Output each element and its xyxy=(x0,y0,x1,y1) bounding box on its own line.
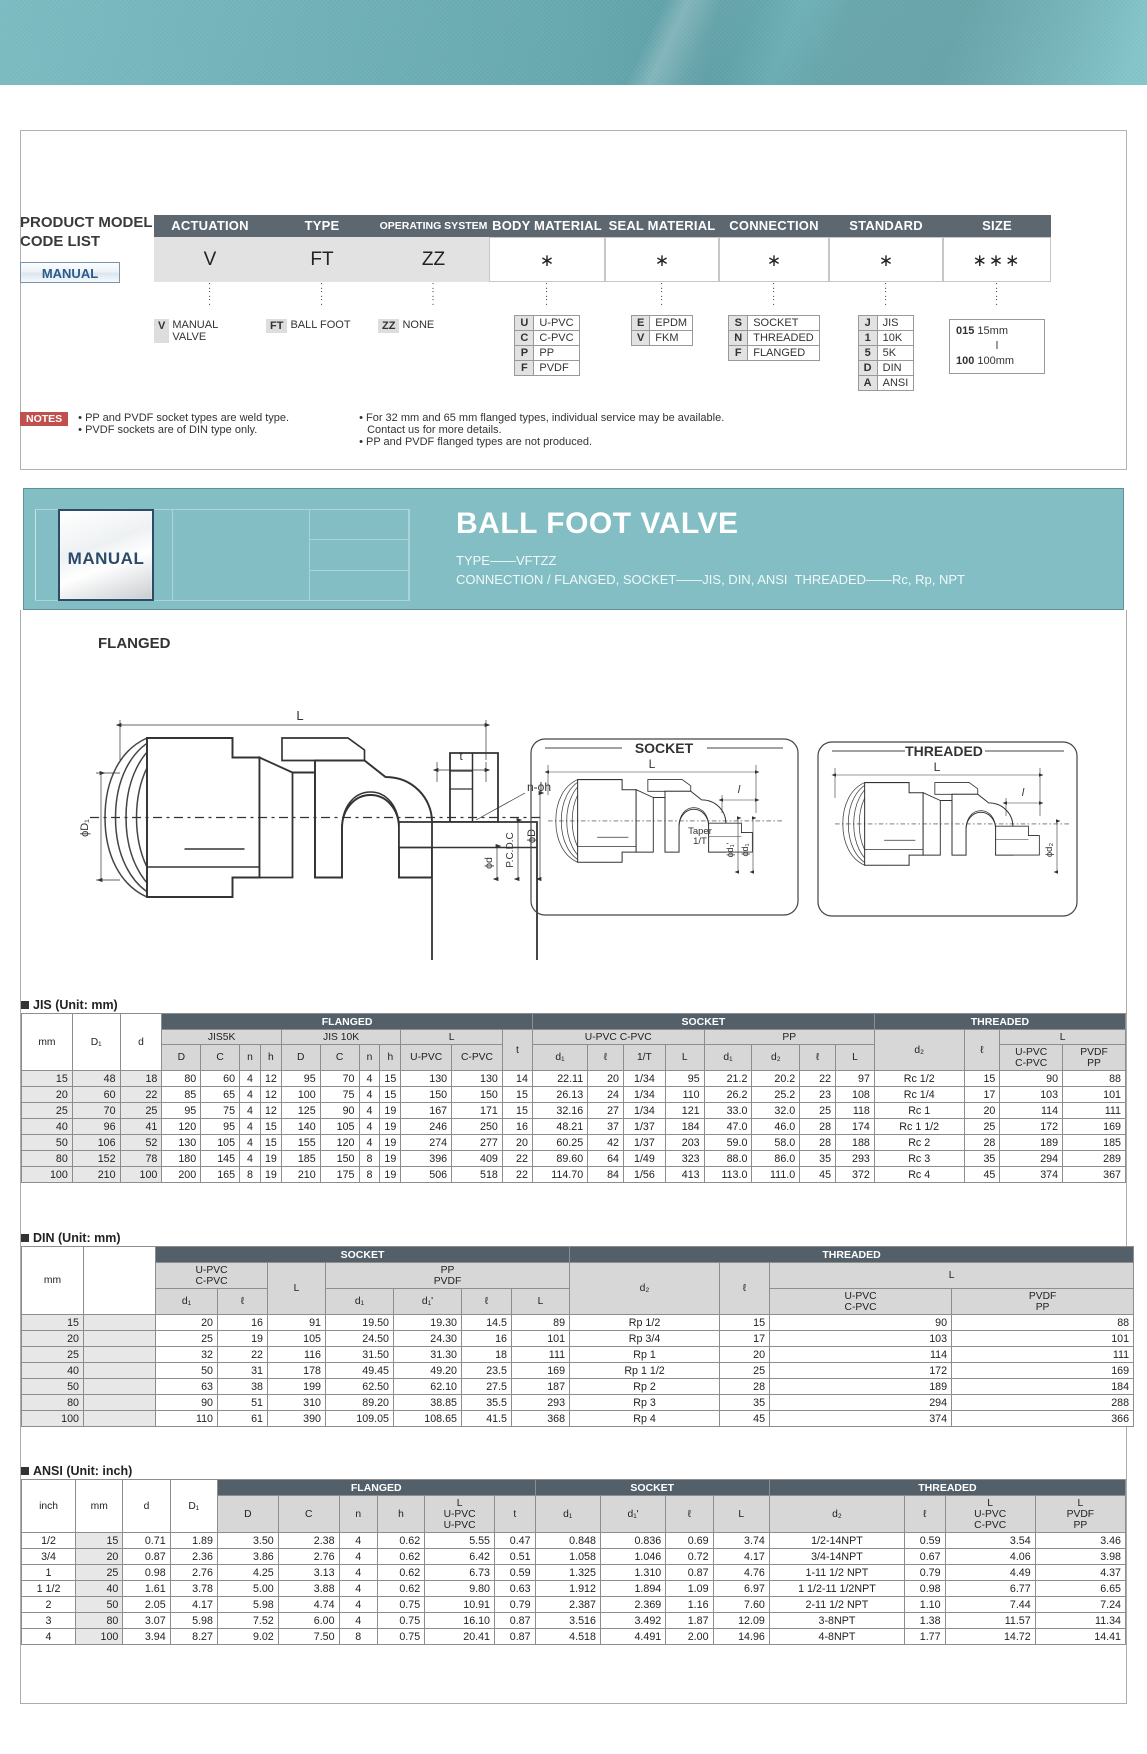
svg-text:l: l xyxy=(1022,787,1025,799)
svg-text:ϕd₂: ϕd₂ xyxy=(1044,843,1055,858)
svg-text:1/T: 1/T xyxy=(693,836,707,847)
svg-text:ϕD₁: ϕD₁ xyxy=(79,819,91,837)
svg-text:L: L xyxy=(296,708,303,723)
svg-text:L: L xyxy=(649,757,656,771)
svg-text:THREADED: THREADED xyxy=(905,743,983,759)
svg-text:ϕd₁': ϕd₁' xyxy=(725,842,735,857)
svg-text:ϕD: ϕD xyxy=(526,829,538,843)
svg-text:l: l xyxy=(738,784,741,796)
svg-text:L: L xyxy=(934,760,941,774)
svg-text:ϕd₁: ϕd₁ xyxy=(740,843,750,856)
svg-text:SOCKET: SOCKET xyxy=(635,740,694,756)
svg-text:P.C.D.C: P.C.D.C xyxy=(505,832,516,867)
svg-text:ϕd: ϕd xyxy=(483,857,495,869)
